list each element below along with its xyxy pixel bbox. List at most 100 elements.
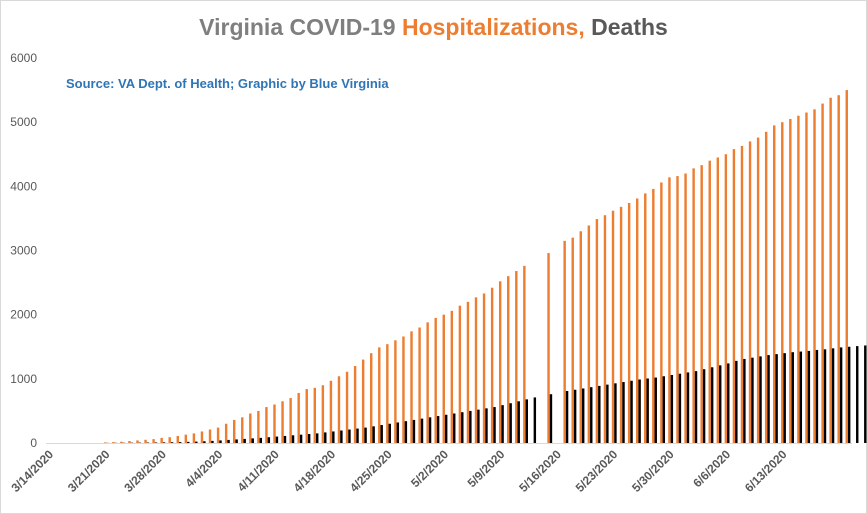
x-tick-label: 5/16/2020 (516, 447, 564, 495)
deaths-bar (573, 389, 577, 443)
y-axis: 0 1000 2000 3000 4000 5000 6000 (10, 51, 37, 450)
hospitalizations-bar (740, 145, 744, 443)
hospitalizations-bar (652, 188, 655, 443)
deaths-bar (686, 372, 690, 443)
hospitalizations-bar (668, 177, 671, 443)
deaths-bar (614, 383, 617, 443)
hospitalizations-bar (587, 225, 591, 443)
hospitalizations-bar (337, 376, 341, 443)
hospitalizations-bar (104, 442, 107, 443)
hospitalizations-bar (579, 231, 582, 443)
hospitalizations-bar (482, 293, 486, 443)
deaths-bar (453, 413, 456, 443)
bars (104, 90, 867, 444)
deaths-bar (847, 346, 851, 443)
deaths-bar (654, 377, 657, 443)
deaths-bar (694, 371, 698, 443)
deaths-bar (630, 380, 633, 443)
deaths-bar (444, 414, 448, 443)
hospitalizations-bar (321, 385, 325, 443)
hospitalizations-bar (805, 112, 808, 443)
hospitalizations-bar (128, 441, 131, 443)
deaths-bar (195, 441, 198, 443)
y-tick-label: 3000 (10, 244, 37, 258)
deaths-bar (251, 438, 254, 443)
deaths-bar (316, 433, 319, 444)
title-part-2: Hospitalizations, (401, 14, 585, 40)
hospitalizations-bar (144, 439, 147, 443)
deaths-bar (856, 346, 859, 443)
hospitalizations-bar (692, 168, 695, 443)
x-tick-label: 5/2/2020 (408, 447, 451, 490)
x-tick-label: 4/25/2020 (347, 447, 395, 495)
hospitalizations-bar (821, 103, 824, 443)
x-tick-label: 6/13/2020 (742, 447, 790, 495)
hospitalizations-bar (353, 366, 357, 443)
hospitalizations-bar (458, 305, 462, 443)
hospitalizations-bar (571, 237, 574, 443)
deaths-bar (565, 391, 569, 443)
hospitalizations-bar (224, 423, 228, 443)
deaths-bar (259, 437, 263, 443)
deaths-bar (291, 435, 295, 443)
deaths-bar (775, 354, 778, 443)
hospitalizations-bar (249, 413, 252, 443)
deaths-bar (662, 376, 666, 443)
hospitalizations-bar (716, 157, 720, 443)
x-tick-label: 6/6/2020 (690, 447, 733, 490)
deaths-bar (710, 367, 714, 443)
hospitalizations-bar (200, 431, 204, 443)
deaths-bar (162, 442, 166, 443)
hospitalizations-bar (773, 125, 776, 444)
deaths-bar (235, 439, 238, 443)
hospitalizations-bar (845, 90, 848, 443)
hospitalizations-bar (434, 317, 437, 444)
deaths-bar (267, 437, 271, 443)
deaths-bar (638, 379, 641, 443)
deaths-bar (533, 397, 537, 443)
deaths-bar (751, 357, 754, 443)
hospitalizations-bar (789, 118, 792, 444)
hospitalizations-bar (192, 433, 196, 444)
hospitalizations-bar (781, 122, 784, 444)
x-tick-label: 3/21/2020 (65, 447, 113, 495)
deaths-bar (154, 442, 158, 443)
hospitalizations-bar (208, 429, 212, 443)
deaths-bar (759, 356, 762, 444)
deaths-bar (581, 388, 585, 443)
deaths-bar (767, 355, 770, 443)
deaths-bar (227, 439, 230, 443)
deaths-bar (864, 345, 867, 443)
hospitalizations-bar (305, 389, 308, 443)
deaths-bar (283, 435, 287, 443)
deaths-bar (799, 351, 803, 443)
hospitalizations-bar (490, 287, 494, 443)
hospitalizations-bar (418, 327, 421, 443)
deaths-bar (170, 442, 174, 443)
deaths-bar (493, 407, 496, 443)
hospitalizations-bar (297, 392, 300, 443)
x-axis: 3/14/2020 3/21/2020 3/28/2020 4/4/2020 4/11/… (8, 447, 789, 495)
deaths-bar (517, 401, 520, 443)
deaths-bar (831, 348, 835, 443)
hospitalizations-bar (498, 281, 502, 443)
hospitalizations-bar (232, 419, 236, 443)
deaths-bar (525, 399, 528, 443)
hospitalizations-bar (644, 193, 647, 443)
hospitalizations-bar (684, 173, 687, 443)
deaths-bar (702, 369, 706, 443)
hospitalizations-bar (611, 210, 615, 443)
deaths-bar (203, 441, 206, 443)
deaths-bar (678, 373, 682, 443)
hospitalizations-bar (112, 442, 115, 443)
hospitalizations-bar (136, 440, 139, 443)
deaths-bar (719, 365, 722, 443)
deaths-bar (727, 363, 730, 443)
hospitalizations-bar (265, 407, 268, 443)
deaths-bar (396, 422, 400, 443)
hospitalizations-bar (160, 437, 163, 443)
deaths-bar (356, 428, 359, 443)
deaths-bar (211, 440, 214, 443)
y-tick-label: 6000 (10, 51, 37, 65)
deaths-bar (477, 409, 480, 443)
